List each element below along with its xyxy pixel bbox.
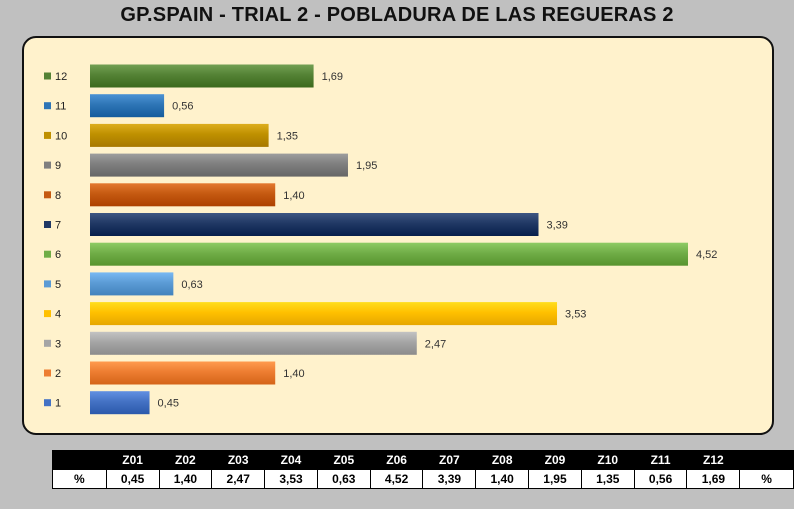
table-header-cell: Z12 (686, 450, 741, 470)
table-value-cell: 1,40 (475, 469, 530, 489)
table-value-cell: 1,35 (580, 469, 635, 489)
table-header-cell: Z03 (211, 450, 266, 470)
category-swatch-12 (44, 72, 51, 80)
category-label-12: 12 (55, 71, 67, 83)
table-header-cell: Z11 (633, 450, 688, 470)
table-value-cell: 1,95 (528, 469, 582, 489)
table-header-cell (52, 450, 107, 470)
category-label-1: 1 (55, 398, 61, 410)
table-value-cell: 2,47 (211, 469, 266, 489)
category-swatch-3 (44, 339, 51, 347)
table-header-cell: Z04 (264, 450, 318, 470)
table-header-cell: Z07 (422, 450, 477, 470)
table-header-cell: Z08 (475, 450, 530, 470)
value-label-3: 2,47 (425, 338, 446, 350)
category-swatch-8 (44, 191, 51, 199)
value-label-4: 3,53 (565, 309, 586, 321)
category-label-11: 11 (55, 101, 66, 113)
table-value-cell: 0,45 (105, 469, 160, 489)
bar-5 (90, 272, 174, 296)
table-value-cell: 3,39 (422, 469, 477, 489)
bar-3 (90, 331, 417, 355)
table-value-cell: 0,63 (316, 469, 371, 489)
category-label-3: 3 (55, 338, 61, 350)
category-label-8: 8 (55, 190, 61, 202)
bar-1 (90, 391, 150, 415)
category-label-7: 7 (55, 220, 61, 232)
bar-11 (90, 94, 165, 118)
table-header-cell: Z09 (528, 450, 582, 470)
data-table: Z01 Z02 Z03 Z04 Z05 Z06 Z07 Z08 Z09 Z10 … (52, 450, 794, 489)
category-swatch-11 (44, 102, 51, 110)
table-header-cell: Z02 (158, 450, 213, 470)
value-label-7: 3,39 (547, 220, 568, 232)
chart-area: 12 1,69 11 0,56 10 1,35 9 1,95 8 1,40 7 3,39 6 4,52 5 0… (22, 36, 774, 435)
bar-7 (90, 213, 539, 236)
category-swatch-6 (44, 250, 51, 258)
bar-4 (90, 302, 558, 326)
value-label-9: 1,95 (356, 160, 377, 172)
category-label-9: 9 (55, 160, 61, 172)
category-swatch-9 (44, 161, 51, 169)
table-value-cell: 1,69 (686, 469, 741, 489)
value-label-8: 1,40 (283, 190, 304, 202)
category-label-10: 10 (55, 130, 67, 142)
category-label-6: 6 (55, 249, 61, 261)
table-value-cell: 3,53 (264, 469, 318, 489)
table-value-cell: 4,52 (369, 469, 424, 489)
table-value-cell: % (739, 469, 794, 489)
category-swatch-4 (44, 310, 51, 318)
value-label-5: 0,63 (181, 279, 202, 291)
category-swatch-1 (44, 399, 51, 407)
value-label-11: 0,56 (172, 101, 193, 113)
category-swatch-10 (44, 131, 51, 139)
value-label-12: 1,69 (322, 71, 343, 83)
table-header-row: Z01 Z02 Z03 Z04 Z05 Z06 Z07 Z08 Z09 Z10 … (52, 450, 794, 470)
category-swatch-7 (44, 221, 51, 228)
bar-12 (90, 64, 314, 88)
value-label-6: 4,52 (696, 249, 717, 261)
bar-9 (90, 153, 348, 177)
table-value-cell: 0,56 (633, 469, 688, 489)
chart-title: GP.SPAIN - TRIAL 2 - POBLADURA DE LAS RE… (120, 4, 674, 26)
value-label-1: 0,45 (158, 398, 179, 410)
category-label-2: 2 (55, 368, 61, 380)
category-swatch-5 (44, 280, 51, 288)
table-value-cell: 1,40 (158, 469, 213, 489)
table-value-row: % 0,45 1,40 2,47 3,53 0,63 4,52 3,39 1,4… (52, 469, 794, 489)
table-header-cell: Z06 (369, 450, 424, 470)
bar-10 (90, 123, 269, 147)
value-label-2: 1,40 (283, 368, 304, 380)
bar-6 (90, 242, 688, 266)
category-label-5: 5 (55, 279, 61, 291)
category-label-4: 4 (55, 309, 61, 321)
bar-2 (90, 361, 276, 385)
category-swatch-2 (44, 369, 51, 377)
table-header-cell: Z10 (580, 450, 635, 470)
table-header-cell (739, 450, 794, 470)
table-value-cell: % (52, 469, 107, 489)
value-label-10: 1,35 (277, 130, 298, 142)
bar-8 (90, 183, 276, 207)
table-header-cell: Z01 (105, 450, 160, 470)
table-header-cell: Z05 (316, 450, 371, 470)
